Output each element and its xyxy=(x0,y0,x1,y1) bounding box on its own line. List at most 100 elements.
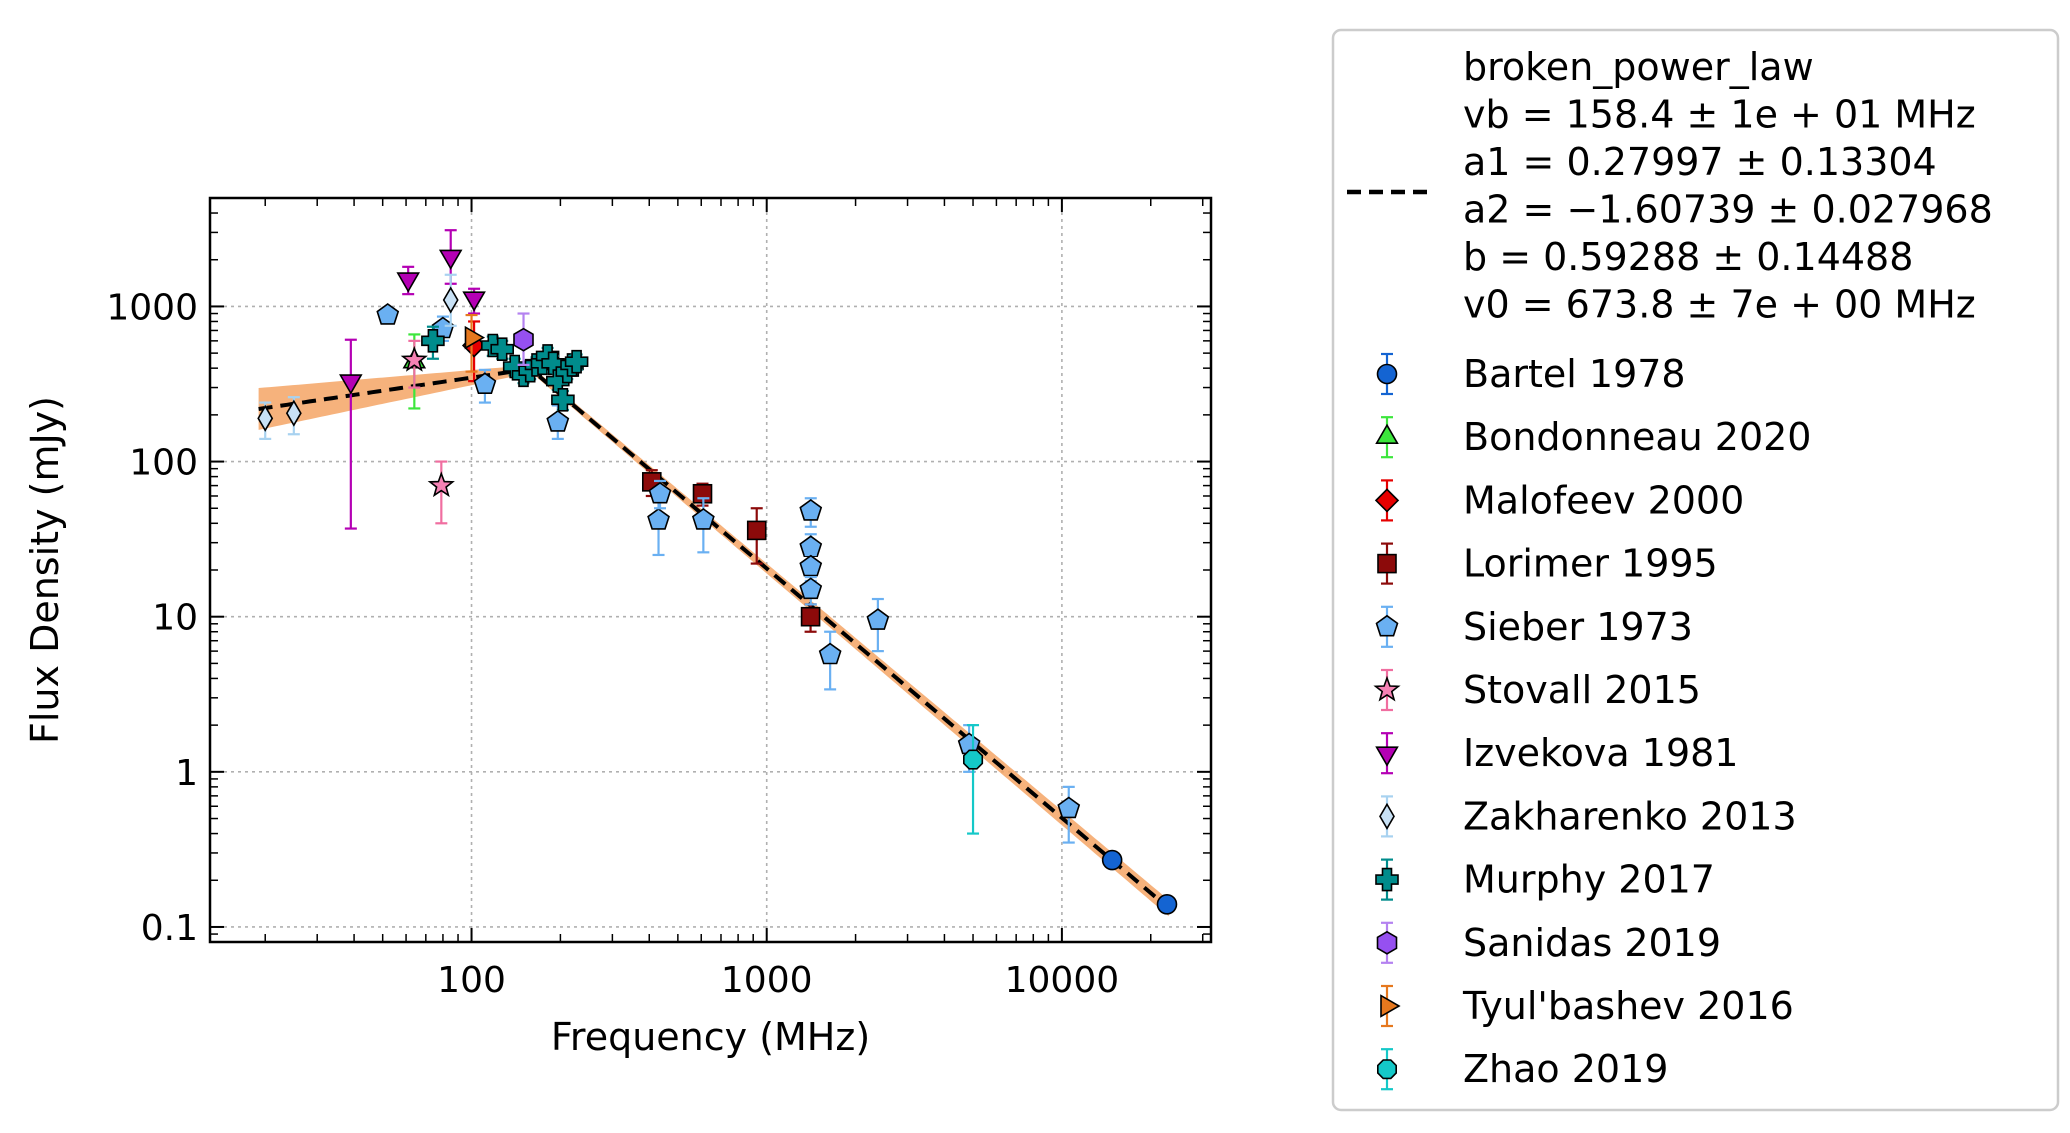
legend-label: Bartel 1978 xyxy=(1463,352,1686,396)
legend-fit-param: v0 = 673.8 ± 7e + 00 MHz xyxy=(1463,283,1976,327)
point-marker xyxy=(564,349,589,374)
legend-fit-param: vb = 158.4 ± 1e + 01 MHz xyxy=(1463,93,1976,137)
series-murphy-2017 xyxy=(421,325,589,412)
point-marker xyxy=(551,387,575,412)
legend-label: Bondonneau 2020 xyxy=(1463,415,1811,459)
legend-label: Zakharenko 2013 xyxy=(1463,794,1797,838)
point-marker xyxy=(376,303,400,325)
point-marker xyxy=(1376,363,1398,385)
fit-band xyxy=(258,365,1169,917)
point-marker xyxy=(421,328,445,353)
point-marker xyxy=(1057,796,1081,819)
point-marker xyxy=(818,642,842,665)
point-marker xyxy=(1376,930,1398,955)
point-marker xyxy=(257,404,274,432)
point-marker xyxy=(339,374,363,395)
y-tick-label: 1000 xyxy=(106,287,198,328)
legend-entry: Sieber 1973 xyxy=(1375,605,1693,649)
point-marker xyxy=(691,508,715,530)
x-axis-label: Frequency (MHz) xyxy=(551,1015,870,1059)
legend-label: Zhao 2019 xyxy=(1463,1047,1668,1091)
point-marker xyxy=(800,606,821,627)
legend-entry: Bondonneau 2020 xyxy=(1375,415,1811,459)
fit-uncertainty-band xyxy=(258,365,1169,917)
x-tick-label: 100 xyxy=(437,960,506,1001)
legend-fit-param: a1 = 0.27997 ± 0.13304 xyxy=(1463,140,1937,184)
point-marker xyxy=(1375,746,1399,767)
legend-entry: Izvekova 1981 xyxy=(1375,731,1738,775)
legend-entry: Zakharenko 2013 xyxy=(1379,794,1797,838)
series-zhao-2019 xyxy=(962,724,984,835)
point-marker xyxy=(799,577,823,600)
point-marker xyxy=(799,535,823,558)
point-marker xyxy=(1377,1059,1397,1080)
point-marker xyxy=(462,291,486,312)
point-marker xyxy=(1375,614,1399,637)
point-marker xyxy=(799,554,823,577)
point-marker xyxy=(1380,994,1401,1018)
legend-label: Sanidas 2019 xyxy=(1463,921,1721,965)
series-zakharenko-2013 xyxy=(257,273,459,440)
point-marker xyxy=(1379,802,1395,830)
legend-entry: Lorimer 1995 xyxy=(1377,542,1718,586)
point-marker xyxy=(490,337,515,362)
legend-entry: Sanidas 2019 xyxy=(1376,921,1721,965)
legend-entry: Tyul'bashev 2016 xyxy=(1380,984,1794,1028)
point-marker xyxy=(1375,867,1399,892)
grid-lines xyxy=(210,198,1211,942)
x-tick-label: 10000 xyxy=(1005,960,1120,1001)
legend-entry: Malofeev 2000 xyxy=(1374,478,1744,522)
point-marker xyxy=(513,327,534,352)
legend-entry: Zhao 2019 xyxy=(1377,1047,1668,1091)
point-marker xyxy=(285,399,302,427)
fit-line xyxy=(258,367,1170,910)
legend-label: Malofeev 2000 xyxy=(1463,478,1744,522)
plot-area-frame xyxy=(208,196,1213,944)
legend-label: Sieber 1973 xyxy=(1463,605,1693,649)
point-marker xyxy=(1373,675,1401,702)
series-stovall-2015 xyxy=(400,339,455,525)
legend-label: Stovall 2015 xyxy=(1463,668,1701,712)
point-marker xyxy=(427,471,455,498)
legend-fit-name: broken_power_law xyxy=(1463,45,1814,89)
point-marker xyxy=(473,372,497,395)
point-marker xyxy=(647,508,670,530)
point-marker xyxy=(799,499,823,521)
y-tick-label: 1 xyxy=(175,753,198,794)
point-marker xyxy=(546,410,570,432)
legend-fit-param: a2 = −1.60739 ± 0.027968 xyxy=(1463,188,1993,232)
legend-frame xyxy=(1331,28,2060,1112)
point-marker xyxy=(1374,488,1400,513)
point-marker xyxy=(1101,849,1123,871)
point-marker xyxy=(648,481,672,504)
legend-label: Murphy 2017 xyxy=(1463,858,1715,902)
point-marker xyxy=(1375,423,1399,445)
point-marker xyxy=(442,286,459,314)
y-tick-label: 0.1 xyxy=(141,908,198,949)
series-izvekova-1981 xyxy=(339,229,486,530)
y-tick-label: 10 xyxy=(152,598,198,639)
legend-entry: Murphy 2017 xyxy=(1375,858,1715,902)
point-marker xyxy=(746,520,767,541)
point-marker xyxy=(1156,893,1178,915)
point-marker xyxy=(396,272,420,293)
series-bartel-1978 xyxy=(1101,849,1178,915)
point-marker xyxy=(400,345,428,372)
point-marker xyxy=(464,325,486,350)
point-marker xyxy=(866,608,890,630)
legend-fit-param: b = 0.59288 ± 0.14488 xyxy=(1463,235,1913,279)
y-axis-label: Flux Density (mJy) xyxy=(23,396,67,744)
point-marker xyxy=(1377,553,1397,574)
legend-label: Lorimer 1995 xyxy=(1463,542,1718,586)
x-tick-label: 1000 xyxy=(721,960,813,1001)
y-tick-label: 100 xyxy=(129,443,198,484)
fit-line-layer xyxy=(258,367,1170,910)
data-points xyxy=(257,229,1178,915)
point-marker xyxy=(438,249,463,270)
series-tyul-bashev-2016 xyxy=(464,313,486,373)
legend-label: Izvekova 1981 xyxy=(1463,731,1738,775)
legend-entry: Stovall 2015 xyxy=(1373,668,1701,712)
